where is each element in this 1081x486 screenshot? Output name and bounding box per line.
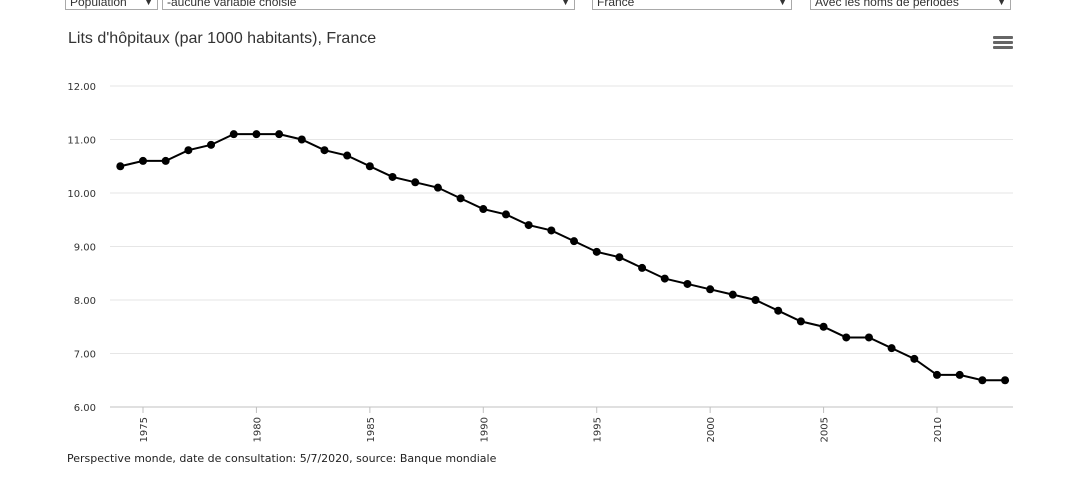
x-tick-label: 1985 (366, 417, 377, 442)
population-select-value: Population (70, 0, 127, 9)
data-point[interactable] (343, 151, 352, 160)
y-tick-label: 10.00 (67, 189, 96, 200)
x-tick-label: 1980 (252, 417, 263, 442)
data-point[interactable] (252, 130, 261, 139)
data-point[interactable] (796, 317, 805, 326)
series-line (120, 133, 1006, 382)
data-point[interactable] (774, 306, 783, 315)
data-point[interactable] (388, 172, 397, 181)
series-layer (116, 130, 1010, 385)
data-point[interactable] (728, 290, 737, 299)
data-point[interactable] (365, 162, 374, 171)
data-point[interactable] (229, 130, 238, 139)
x-tick-label: 1995 (593, 417, 604, 442)
data-point[interactable] (887, 344, 896, 353)
data-point[interactable] (524, 221, 533, 230)
data-point[interactable] (660, 274, 669, 283)
data-point[interactable] (683, 279, 692, 288)
x-tick-label: 2010 (933, 417, 944, 442)
data-point[interactable] (479, 205, 488, 214)
chevron-down-icon: ▼ (778, 0, 787, 7)
data-point[interactable] (978, 376, 987, 385)
data-point[interactable] (456, 194, 465, 203)
data-point[interactable] (592, 247, 601, 256)
data-point[interactable] (842, 333, 851, 342)
chart-title: Lits d'hôpitaux (par 1000 habitants), Fr… (68, 30, 377, 47)
chart-grid (110, 85, 1013, 408)
chevron-down-icon: ▼ (144, 0, 153, 7)
data-point[interactable] (955, 370, 964, 379)
data-point[interactable] (501, 210, 510, 219)
data-point[interactable] (706, 285, 715, 294)
x-tick-label: 1990 (479, 417, 490, 442)
variable-select-value: -aucune variable choisie (167, 0, 297, 9)
data-point[interactable] (411, 178, 420, 187)
country-select-value: France (597, 0, 635, 9)
y-tick-label: 12.00 (67, 82, 96, 93)
hamburger-menu-icon[interactable] (993, 36, 1013, 52)
data-point[interactable] (433, 183, 442, 192)
data-point[interactable] (275, 130, 284, 139)
y-tick-label: 6.00 (74, 403, 96, 414)
chevron-down-icon: ▼ (561, 0, 570, 7)
variable-select[interactable]: -aucune variable choisie ▼ (162, 0, 575, 10)
data-point[interactable] (184, 146, 193, 155)
source-note: Perspective monde, date de consultation:… (67, 452, 497, 465)
data-point[interactable] (864, 333, 873, 342)
period-select[interactable]: Avec les noms de périodes ▼ (810, 0, 1011, 10)
x-tick-label: 1975 (139, 417, 150, 442)
data-point[interactable] (638, 263, 647, 272)
y-axis: 6.00 7.00 8.00 9.00 10.00 11.00 12.00 (67, 82, 96, 414)
data-point[interactable] (615, 253, 624, 262)
data-point[interactable] (297, 135, 306, 144)
data-point[interactable] (1001, 376, 1010, 385)
data-point[interactable] (933, 370, 941, 379)
data-point[interactable] (320, 146, 329, 155)
chevron-down-icon: ▼ (997, 0, 1006, 7)
data-point[interactable] (207, 140, 216, 149)
y-tick-label: 9.00 (74, 243, 96, 254)
x-tick-label: 2005 (820, 417, 831, 442)
country-select[interactable]: France ▼ (592, 0, 792, 10)
data-point[interactable] (819, 322, 828, 331)
data-point[interactable] (570, 237, 579, 246)
data-point[interactable] (116, 162, 125, 171)
y-tick-label: 7.00 (74, 350, 96, 361)
data-point[interactable] (547, 226, 556, 235)
population-select[interactable]: Population ▼ (65, 0, 158, 10)
y-tick-label: 8.00 (74, 296, 96, 307)
period-select-value: Avec les noms de périodes (815, 0, 959, 9)
x-tick-label: 2000 (706, 417, 717, 442)
data-point[interactable] (161, 156, 170, 165)
data-point[interactable] (139, 156, 147, 165)
data-point[interactable] (910, 354, 919, 363)
x-axis: 1975 1980 1985 1990 1995 2000 2005 2010 (139, 407, 944, 442)
y-tick-label: 11.00 (67, 136, 96, 147)
data-point[interactable] (751, 296, 760, 304)
